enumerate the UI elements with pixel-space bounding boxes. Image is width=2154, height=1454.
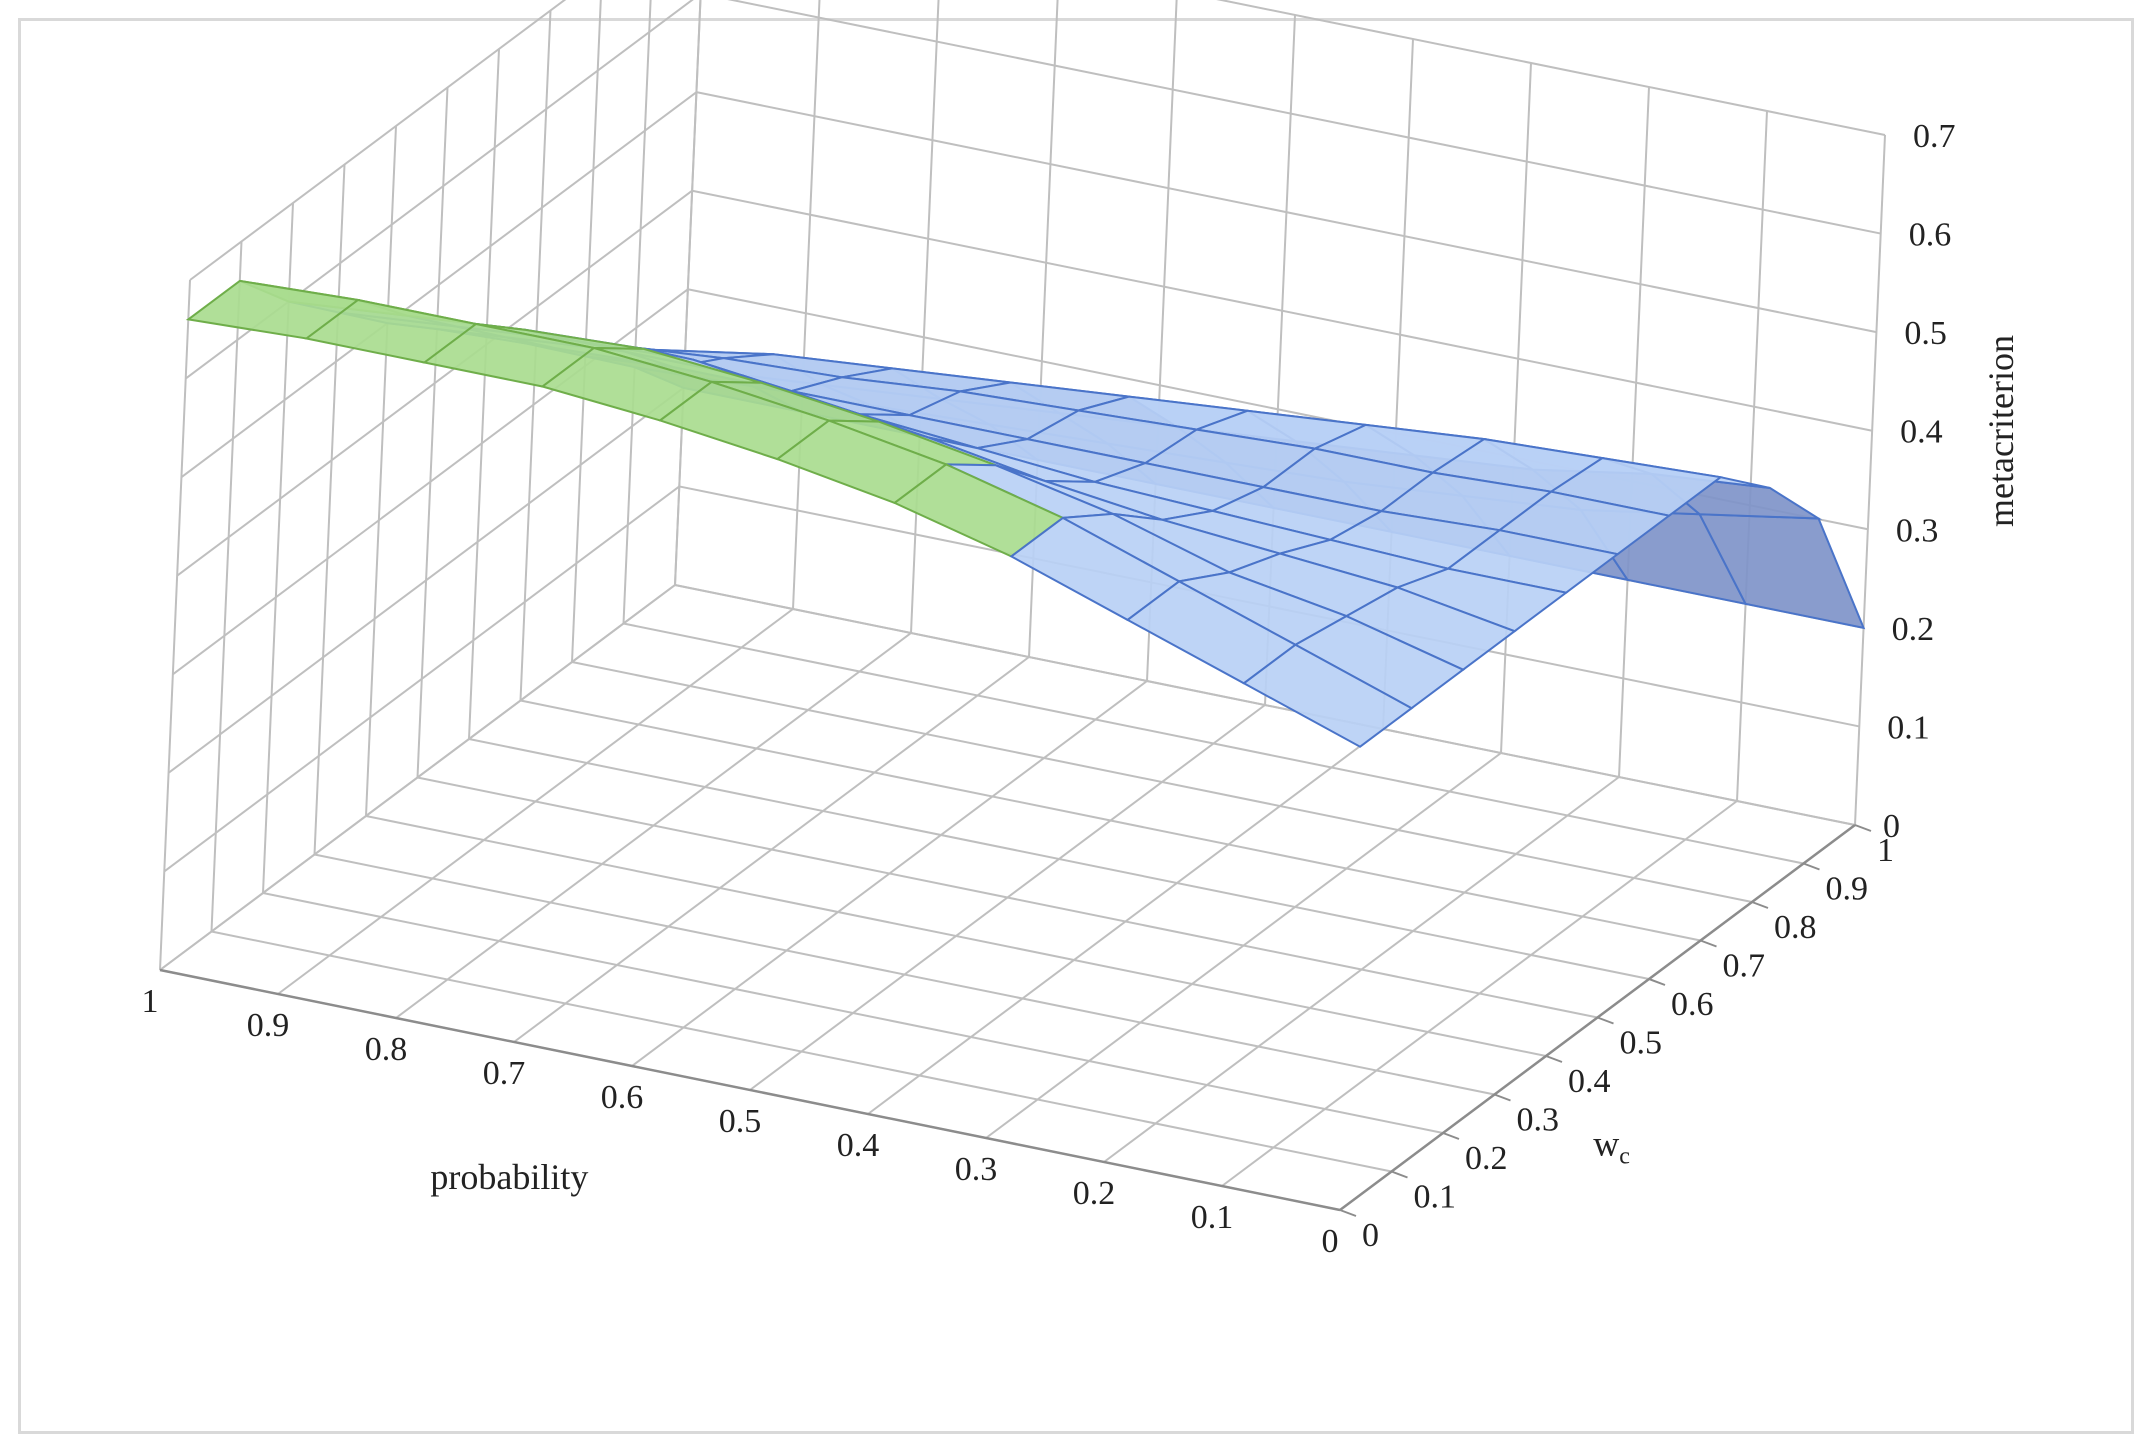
- z-axis-title: metacriterion: [1981, 335, 2021, 527]
- tick-labels: 10.90.80.70.60.50.40.30.20.10 00.10.20.30…: [142, 118, 1956, 1260]
- back-wall-gridline: [727, 0, 1881, 235]
- x-tick-label: 0.4: [837, 1127, 880, 1164]
- y-axis-tickmark: [1648, 978, 1666, 986]
- x-tick-label: 0.3: [955, 1151, 998, 1188]
- floor-gridline: [314, 853, 1495, 1096]
- y-axis-tickmark: [1494, 1093, 1511, 1102]
- x-tick-label: 0.2: [1073, 1175, 1116, 1212]
- y-axis-tickmark: [1597, 1016, 1614, 1025]
- back-wall-gridline: [1216, 0, 1886, 136]
- floor-gridline: [211, 930, 1392, 1173]
- y-axis-tickmark: [1700, 939, 1717, 948]
- back-wall-gridline: [696, 91, 1877, 334]
- floor-gridline: [623, 622, 1804, 865]
- y-tick-label: 0.6: [1671, 986, 1714, 1023]
- y-tick-label: 0.5: [1620, 1025, 1663, 1062]
- side-wall-gridline: [468, 48, 500, 740]
- y-tick-label: 0.4: [1568, 1063, 1611, 1100]
- y-tick-label: 0.9: [1826, 871, 1869, 908]
- x-tick-label: 0.8: [365, 1031, 408, 1068]
- y-axis-title-subscript: c: [1619, 1143, 1630, 1169]
- z-tick-label: 0.6: [1909, 217, 1952, 254]
- z-tick-label: 0.5: [1904, 315, 1947, 352]
- side-wall-gridline: [176, 189, 693, 577]
- x-tick-label: 0: [1322, 1223, 1339, 1260]
- x-tick-label: 0.9: [247, 1007, 290, 1044]
- y-axis-tickmark: [1442, 1132, 1460, 1140]
- x-tick-label: 0.1: [1191, 1199, 1234, 1236]
- side-wall-gridline: [210, 241, 243, 932]
- y-axis-tickmark: [1803, 862, 1820, 871]
- floor-gridline: [417, 776, 1598, 1019]
- surface-cell: [1242, 643, 1414, 748]
- floor-gridline: [262, 892, 1444, 1134]
- floor-gridline: [365, 815, 1547, 1057]
- floor-gridline: [571, 661, 1753, 903]
- side-wall-gridline: [167, 387, 685, 774]
- back-wall-gridline: [1854, 134, 1886, 826]
- floor-gridline: [674, 584, 1856, 826]
- x-tick-label: 1: [142, 983, 159, 1020]
- floor-gridline: [468, 738, 1650, 980]
- z-tick-label: 0: [1883, 808, 1900, 845]
- side-wall-gridline: [180, 91, 698, 478]
- y-tick-label: 0.1: [1414, 1179, 1457, 1216]
- y-axis-tickmark: [1751, 901, 1769, 909]
- y-axis-title: wc: [1593, 1123, 1630, 1169]
- side-wall-gridline: [313, 164, 346, 855]
- back-wall-gridline: [1618, 86, 1650, 778]
- z-tick-label: 0.4: [1900, 414, 1943, 451]
- floor-gridline: [520, 699, 1701, 942]
- side-wall-gridline: [163, 485, 680, 873]
- side-wall-gridline: [189, 0, 567, 281]
- chart-floor: [159, 584, 1872, 1217]
- z-tick-label: 0.3: [1896, 512, 1939, 549]
- x-tick-label: 0.6: [601, 1079, 644, 1116]
- y-tick-label: 0.7: [1723, 948, 1766, 985]
- y-tick-label: 1: [1877, 832, 1894, 869]
- x-axis-line: [159, 968, 1341, 1212]
- back-wall-gridline: [792, 0, 821, 610]
- y-axis-tickmark: [1545, 1055, 1563, 1063]
- y-axis-tickmark: [1339, 1209, 1357, 1217]
- y-tick-label: 0.3: [1517, 1102, 1560, 1139]
- y-axis-tickmark: [1391, 1170, 1408, 1179]
- back-wall-gridline: [910, 0, 940, 634]
- y-axis-title-main: w: [1593, 1123, 1619, 1163]
- z-tick-label: 0.2: [1892, 611, 1935, 648]
- x-tick-label: 0.5: [719, 1103, 762, 1140]
- y-tick-label: 0.2: [1465, 1140, 1508, 1177]
- z-tick-label: 0.7: [1913, 118, 1956, 155]
- y-axis-tickmark: [1854, 824, 1872, 832]
- surface: [185, 279, 1866, 748]
- y-tick-label: 0.8: [1774, 909, 1817, 946]
- back-wall-gridline: [691, 189, 1873, 432]
- side-wall-gridline: [416, 87, 449, 778]
- y-tick-label: 0: [1362, 1217, 1379, 1254]
- side-wall-gridline: [365, 125, 397, 817]
- back-wall-gridline: [1736, 110, 1768, 802]
- z-tick-label: 0.1: [1887, 709, 1930, 746]
- x-tick-label: 0.7: [483, 1055, 526, 1092]
- back-wall-gridline: [1500, 62, 1532, 754]
- x-axis-title: probability: [430, 1157, 588, 1197]
- side-wall-gridline: [571, 0, 602, 663]
- side-wall-gridline: [622, 0, 652, 624]
- side-wall-gridline: [159, 279, 191, 971]
- side-wall-gridline: [674, 0, 702, 586]
